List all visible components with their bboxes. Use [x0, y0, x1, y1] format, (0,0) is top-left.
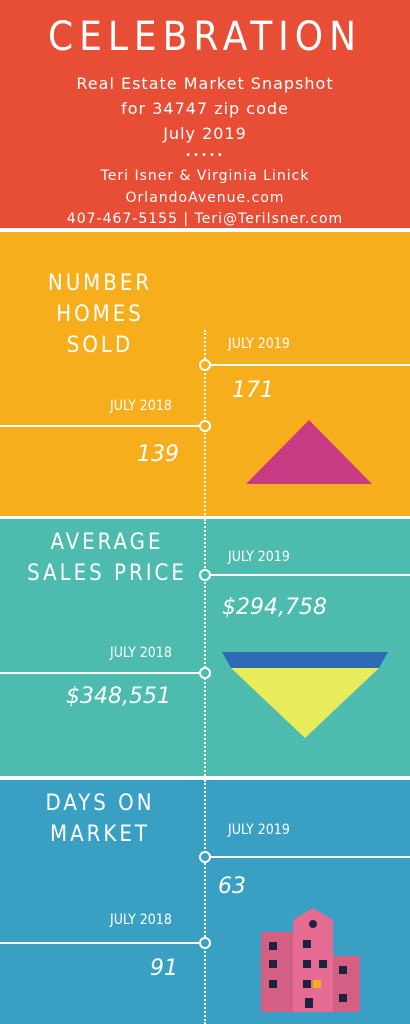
- subtitle-line-3: July 2019: [163, 124, 247, 143]
- days-current-label: JULY 2019: [228, 822, 290, 838]
- agents-line: Teri Isner & Virginia Linick: [100, 168, 310, 184]
- homes-sold-current-label: JULY 2019: [228, 336, 290, 352]
- header-banner: CELEBRATION Real Estate Market Snapshot …: [0, 0, 410, 228]
- avg-price-prior-node: [199, 667, 211, 679]
- homes-sold-title-line-1: NUMBER: [47, 271, 153, 296]
- homes-sold-current-node: [199, 359, 211, 371]
- days-prior-label: JULY 2018: [110, 912, 172, 928]
- homes-sold-prior-line: [0, 425, 204, 427]
- avg-price-title-line-2: SALES PRICE: [27, 561, 187, 586]
- down-funnel-icon: [222, 652, 388, 738]
- avg-price-current-value: $294,758: [222, 595, 327, 620]
- homes-sold-prior-node: [199, 420, 211, 432]
- days-on-market-section: DAYS ON MARKET JULY 2019 63 JULY 2018 91: [0, 780, 410, 1024]
- days-prior-value: 91: [150, 956, 178, 981]
- avg-price-prior-value: $348,551: [66, 684, 171, 709]
- divider-dots: •••••: [185, 150, 225, 161]
- subtitle-line-2: for 34747 zip code: [121, 99, 289, 118]
- avg-price-current-node: [199, 569, 211, 581]
- homes-sold-current-value: 171: [232, 378, 274, 403]
- days-prior-node: [199, 937, 211, 949]
- avg-price-current-label: JULY 2019: [228, 549, 290, 565]
- homes-sold-title-line-2: HOMES SOLD: [56, 302, 144, 358]
- timeline-divider: [204, 519, 206, 776]
- avg-price-current-line: [206, 574, 410, 576]
- days-current-line: [206, 856, 410, 858]
- homes-sold-current-line: [206, 364, 410, 366]
- page-title: CELEBRATION: [47, 14, 363, 60]
- website-line: OrlandoAvenue.com: [125, 190, 285, 206]
- homes-sold-title: NUMBER HOMES SOLD: [20, 268, 180, 361]
- avg-price-section: AVERAGE SALES PRICE JULY 2019 $294,758 J…: [0, 519, 410, 776]
- days-current-value: 63: [218, 874, 246, 899]
- homes-sold-section: NUMBER HOMES SOLD JULY 2019 171 JULY 201…: [0, 232, 410, 516]
- avg-price-title-line-1: AVERAGE: [50, 530, 164, 555]
- contact-line: 407-467-5155 | Teri@TeriIsner.com: [66, 211, 344, 227]
- days-on-market-title-line-1: DAYS ON: [45, 791, 155, 816]
- timeline-divider: [204, 780, 206, 1024]
- up-triangle-icon: [246, 420, 372, 484]
- days-prior-line: [0, 942, 204, 944]
- building-icon: [261, 908, 360, 1012]
- avg-price-title: AVERAGE SALES PRICE: [12, 527, 202, 589]
- days-on-market-title-line-2: MARKET: [50, 822, 150, 847]
- subtitle-line-1: Real Estate Market Snapshot: [76, 74, 334, 93]
- days-current-node: [199, 851, 211, 863]
- avg-price-prior-line: [0, 672, 204, 674]
- homes-sold-prior-label: JULY 2018: [110, 398, 172, 414]
- days-on-market-title: DAYS ON MARKET: [20, 788, 180, 850]
- homes-sold-prior-value: 139: [137, 442, 179, 467]
- avg-price-prior-label: JULY 2018: [110, 645, 172, 661]
